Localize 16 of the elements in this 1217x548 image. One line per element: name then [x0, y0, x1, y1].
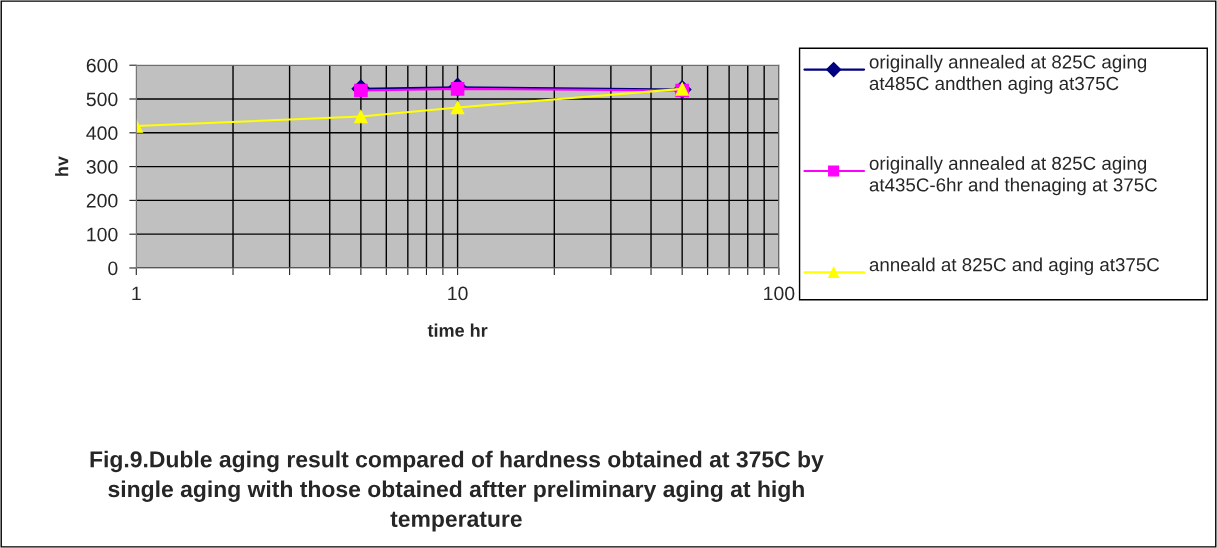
- y-tick-label: 0: [108, 261, 118, 276]
- y-tick-label: 400: [86, 126, 118, 141]
- y-axis-title: hv: [55, 156, 69, 176]
- y-tick-label: 100: [87, 227, 118, 242]
- y-tick-label: 600: [86, 58, 118, 73]
- x-tick-label: 10: [448, 286, 468, 301]
- legend-label: originally annealed at 825C aging at435C-6hr and thenaging at 375C: [869, 156, 1157, 196]
- text: Fig.9.Duble aging result compared of hardness obtained at 375C by single aging with those obtained aftter preliminary aging at high temperature: [90, 450, 824, 532]
- legend-label: anneald at 825C and aging at375C: [869, 257, 1160, 276]
- y-tick-label: 500: [86, 92, 118, 107]
- x-axis-title: time hr: [427, 323, 488, 337]
- y-tick-label: 300: [86, 160, 118, 174]
- x-tick-label: 100: [764, 286, 795, 301]
- x-tick-label: 1: [132, 286, 141, 301]
- y-tick-label: 200: [86, 193, 118, 208]
- legend-label: originally annealed at 825C aging at485C andthen aging at375C: [869, 54, 1147, 94]
